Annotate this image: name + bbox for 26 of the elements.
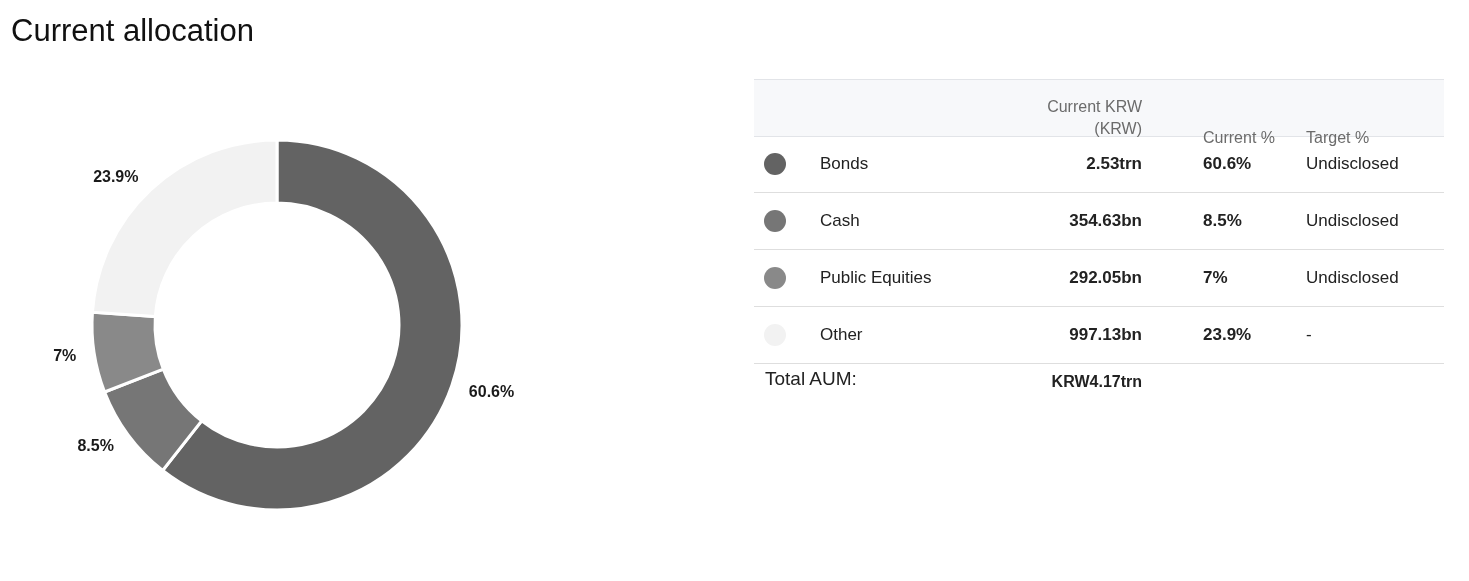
text: Undisclosed xyxy=(1306,211,1399,230)
text: 8.5% xyxy=(1203,211,1242,230)
text: 60.6% xyxy=(1203,154,1252,173)
legend-label: Other xyxy=(820,325,863,344)
text: 2.53trn xyxy=(1086,154,1142,173)
text: Target % xyxy=(1306,129,1370,146)
data-label: 8.5% xyxy=(77,437,114,455)
text: Undisclosed xyxy=(1306,268,1399,287)
data-label: 60.6% xyxy=(468,382,515,400)
text: Current % xyxy=(1203,129,1276,146)
text: 354.63bn xyxy=(1069,211,1142,230)
text: Current KRW (KRW) xyxy=(1047,98,1142,137)
text: 23.9% xyxy=(1203,325,1252,344)
text: 997.13bn xyxy=(1069,325,1142,344)
text: 7% xyxy=(1203,268,1228,287)
legend-label: Cash xyxy=(820,211,860,230)
legend-label: Bonds xyxy=(820,154,869,173)
text: 292.05bn xyxy=(1069,268,1142,287)
text: - xyxy=(1306,325,1312,344)
legend-label: Public Equities xyxy=(820,268,932,287)
data-label: 7% xyxy=(53,347,77,364)
text: KRW4.17trn xyxy=(1051,373,1142,390)
text: Total AUM: xyxy=(765,368,857,389)
text: Undisclosed xyxy=(1306,154,1399,173)
data-label: 23.9% xyxy=(93,168,139,186)
chart-title: Current allocation xyxy=(11,13,254,48)
